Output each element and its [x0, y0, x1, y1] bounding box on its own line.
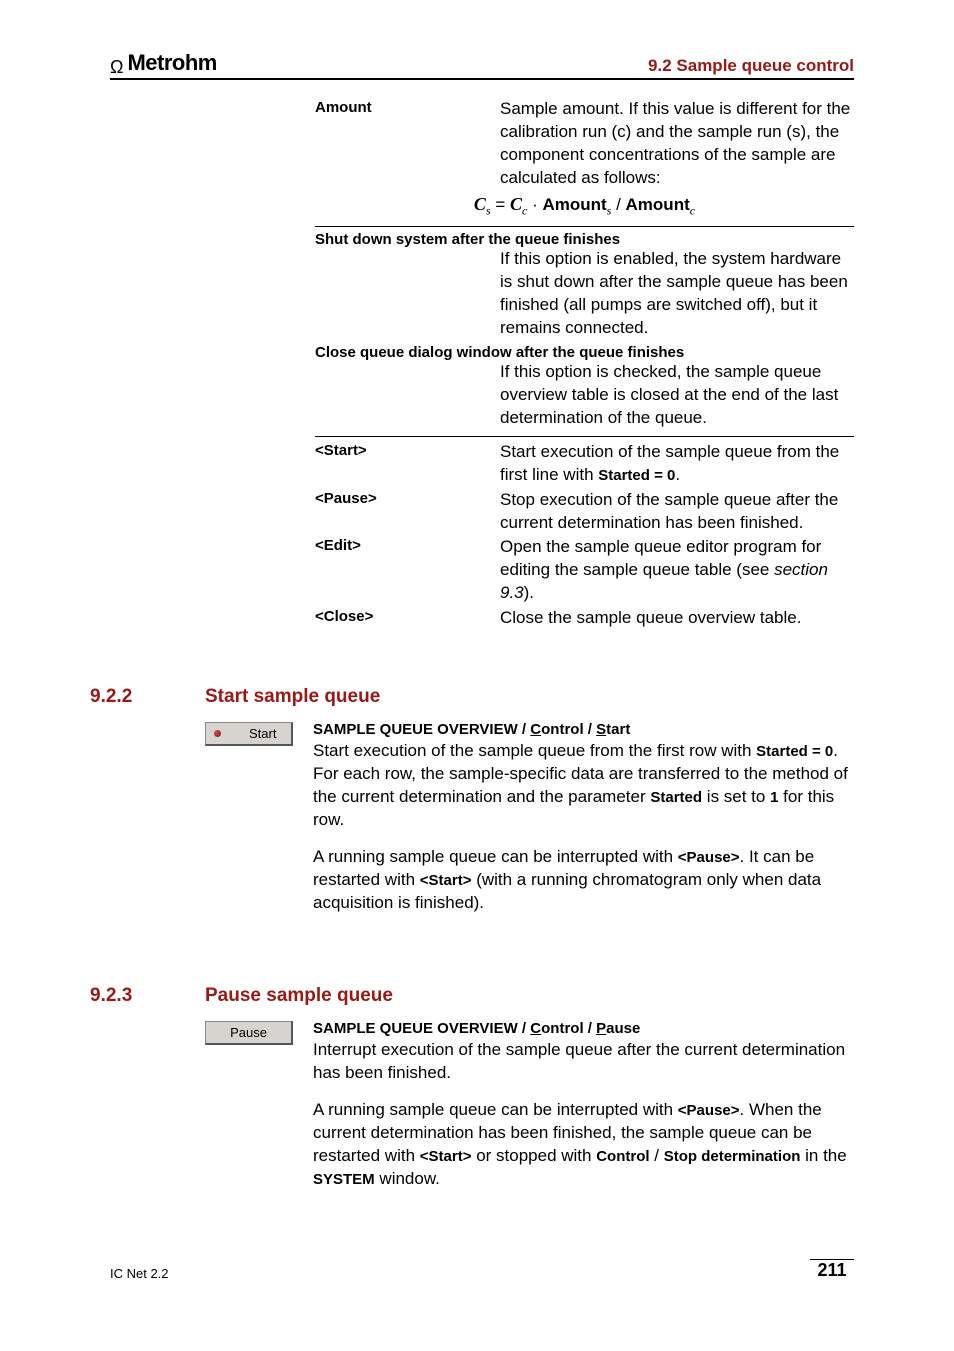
divider	[315, 226, 854, 227]
section-922-num: 9.2.2	[90, 686, 165, 708]
pause-button-image: Pause	[205, 1021, 293, 1045]
header-section-title: 9.2 Sample queue control	[648, 56, 854, 76]
formula: Cs = Cc · Amounts / Amountc	[315, 194, 854, 218]
section-922-p2: A running sample queue can be interrupte…	[313, 846, 854, 915]
section-923-title: Pause sample queue	[205, 985, 393, 1007]
page: Ω Metrohm 9.2 Sample queue control Amoun…	[0, 0, 954, 1321]
section-923-p2: A running sample queue can be interrupte…	[313, 1099, 854, 1191]
def-start: <Start> Start execution of the sample qu…	[315, 441, 854, 487]
logo-text: Metrohm	[127, 50, 216, 76]
section-923-num: 9.2.3	[90, 985, 165, 1007]
def-desc-shutdown: If this option is enabled, the system ha…	[500, 248, 854, 340]
section-922-title: Start sample queue	[205, 686, 380, 708]
page-header: Ω Metrohm 9.2 Sample queue control	[110, 50, 854, 80]
def-term-edit: <Edit>	[315, 536, 500, 554]
def-amount: Amount Sample amount. If this value is d…	[315, 98, 854, 190]
def-desc-amount: Sample amount. If this value is differen…	[500, 98, 854, 190]
section-923-body: Pause SAMPLE QUEUE OVERVIEW / Control / …	[205, 1019, 854, 1205]
def-desc-pause: Stop execution of the sample queue after…	[500, 489, 854, 535]
def-term-start: <Start>	[315, 441, 500, 459]
page-footer: IC Net 2.2 211	[110, 1259, 854, 1281]
def-desc-start: Start execution of the sample queue from…	[500, 441, 854, 487]
def-desc-close: Close the sample queue overview table.	[500, 607, 854, 630]
section-923-heading: 9.2.3 Pause sample queue	[90, 985, 854, 1007]
section-922-p1: Start execution of the sample queue from…	[313, 740, 854, 832]
def-desc-closedlg: If this option is checked, the sample qu…	[500, 361, 854, 430]
record-dot-icon	[214, 730, 221, 737]
def-term-pause: <Pause>	[315, 489, 500, 507]
section-923-text: SAMPLE QUEUE OVERVIEW / Control / Pause …	[313, 1019, 854, 1205]
definitions-block: Amount Sample amount. If this value is d…	[315, 98, 854, 630]
menu-path-923: SAMPLE QUEUE OVERVIEW / Control / Pause	[313, 1019, 854, 1039]
def-edit: <Edit> Open the sample queue editor prog…	[315, 536, 854, 605]
def-pause: <Pause> Stop execution of the sample que…	[315, 489, 854, 535]
divider	[315, 436, 854, 437]
ohm-icon: Ω	[110, 58, 123, 76]
menu-path-922: SAMPLE QUEUE OVERVIEW / Control / Start	[313, 720, 854, 740]
def-close: <Close> Close the sample queue overview …	[315, 607, 854, 630]
section-922-heading: 9.2.2 Start sample queue	[90, 686, 854, 708]
start-button-image: Start	[205, 722, 293, 746]
pause-button-label: Pause	[230, 1025, 267, 1040]
section-922-text: SAMPLE QUEUE OVERVIEW / Control / Start …	[313, 720, 854, 929]
def-head-closedlg: Close queue dialog window after the queu…	[315, 344, 854, 361]
section-922-body: Start SAMPLE QUEUE OVERVIEW / Control / …	[205, 720, 854, 929]
start-button-label: Start	[249, 726, 276, 741]
def-desc-edit: Open the sample queue editor program for…	[500, 536, 854, 605]
section-923-p1: Interrupt execution of the sample queue …	[313, 1039, 854, 1085]
footer-page-number: 211	[810, 1259, 854, 1281]
def-head-shutdown: Shut down system after the queue finishe…	[315, 231, 854, 248]
logo: Ω Metrohm	[110, 50, 217, 76]
def-term-amount: Amount	[315, 98, 500, 116]
footer-product: IC Net 2.2	[110, 1266, 169, 1281]
def-term-close: <Close>	[315, 607, 500, 625]
